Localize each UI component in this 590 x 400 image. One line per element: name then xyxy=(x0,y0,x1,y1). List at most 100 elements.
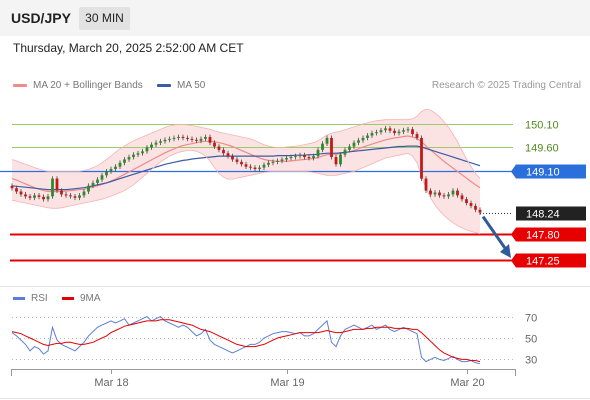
pivot-label-tip xyxy=(511,164,516,179)
candle-body xyxy=(424,178,428,191)
bollinger-lower-line xyxy=(11,149,481,235)
candle-body xyxy=(109,169,113,172)
candle-body xyxy=(226,153,230,157)
rsi-tick-label: 70 xyxy=(525,313,537,325)
candle-body xyxy=(366,135,369,138)
projection-arrow-shaft xyxy=(481,215,509,252)
candle-body xyxy=(96,179,99,183)
candle-body xyxy=(456,190,459,196)
legend-ma20-label: MA 20 + Bollinger Bands xyxy=(33,80,143,91)
candle-body xyxy=(150,144,153,148)
support-label-tip xyxy=(511,253,516,268)
candle-body xyxy=(105,171,108,176)
candle-body xyxy=(213,142,216,147)
candle-body xyxy=(267,162,270,165)
candle-body xyxy=(64,194,68,196)
rsi-legend-rsi: RSI xyxy=(13,293,48,304)
candle-body xyxy=(190,138,194,140)
timeframe-badge[interactable]: 30 MIN xyxy=(79,7,130,30)
candle-body xyxy=(91,182,95,186)
x-tick-label: Mar 20 xyxy=(450,377,484,389)
candle-body xyxy=(244,164,248,167)
pivot-label: 149.10 xyxy=(526,167,560,179)
candle-body xyxy=(262,164,266,168)
candle-body xyxy=(177,136,180,138)
candle-body xyxy=(69,195,72,197)
candle-body xyxy=(172,137,176,139)
candle-body xyxy=(73,196,77,198)
candle-body xyxy=(307,157,311,159)
candle-body xyxy=(325,137,329,144)
candle-body xyxy=(199,138,203,141)
candle-body xyxy=(258,167,261,170)
candle-body xyxy=(280,159,284,161)
candle-body xyxy=(132,154,135,158)
candle-body xyxy=(37,195,41,197)
current-price-label-bg xyxy=(516,206,586,221)
candle-body xyxy=(154,142,158,145)
candle-body xyxy=(168,138,171,140)
candle-body xyxy=(136,153,140,155)
candle-body xyxy=(46,196,50,200)
candle-body xyxy=(114,166,117,170)
rsi-swatch xyxy=(13,296,25,300)
candle-body xyxy=(465,199,468,204)
research-credit: Research © 2025 Trading Central xyxy=(431,80,581,91)
legend-ma50-label: MA 50 xyxy=(177,80,206,91)
candle-body xyxy=(339,154,342,165)
candle-body xyxy=(321,143,324,150)
candle-body xyxy=(24,194,27,197)
candle-body xyxy=(186,137,189,139)
candle-body xyxy=(447,194,450,197)
candle-body xyxy=(451,190,455,195)
candle-body xyxy=(42,196,45,200)
candle-body xyxy=(303,155,306,158)
ma20-line xyxy=(11,135,481,193)
support-label-bg xyxy=(516,227,586,242)
candle-body xyxy=(240,161,243,165)
candle-body xyxy=(33,195,36,198)
candle-body xyxy=(208,136,212,143)
header-bar: USD/JPY 30 MIN xyxy=(0,0,590,36)
support-label-tip xyxy=(511,227,516,242)
candle-body xyxy=(222,149,225,154)
candle-body xyxy=(231,156,234,160)
candle-body xyxy=(15,188,18,192)
candle-body xyxy=(276,160,279,162)
candle-body xyxy=(118,162,122,167)
candle-body xyxy=(195,139,198,141)
candle-body xyxy=(478,209,482,213)
candle-body xyxy=(19,191,23,195)
candle-body xyxy=(442,195,446,197)
x-tick-label: Mar 18 xyxy=(94,377,128,389)
candle-body xyxy=(393,130,396,134)
candle-body xyxy=(469,203,473,206)
ma20-swatch xyxy=(13,83,27,87)
ma50-swatch xyxy=(157,83,171,87)
candle-body xyxy=(163,139,167,142)
support-label: 147.80 xyxy=(526,230,560,242)
candle-body xyxy=(100,175,104,180)
candle-body xyxy=(402,130,405,132)
candle-body xyxy=(294,156,297,158)
candle-body xyxy=(289,157,293,159)
resistance-label: 149.60 xyxy=(525,143,559,155)
candle-body xyxy=(87,185,90,192)
rsi-ma-line xyxy=(11,319,481,363)
candle-body xyxy=(384,128,387,131)
candle-body xyxy=(55,178,59,191)
rsi-tick-label: 30 xyxy=(525,355,537,367)
resistance-label: 150.10 xyxy=(525,120,559,132)
ma50-line xyxy=(11,145,481,191)
support-label: 147.25 xyxy=(526,256,560,268)
candle-body xyxy=(415,134,419,138)
candle-body xyxy=(316,149,320,157)
candle-body xyxy=(123,159,126,163)
candle-body xyxy=(145,147,149,152)
candle-body xyxy=(379,130,383,133)
rsi-legend-ma: 9MA xyxy=(62,293,101,304)
candle-body xyxy=(352,142,356,147)
pivot-label-bg xyxy=(516,164,586,179)
candle-body xyxy=(429,190,432,195)
